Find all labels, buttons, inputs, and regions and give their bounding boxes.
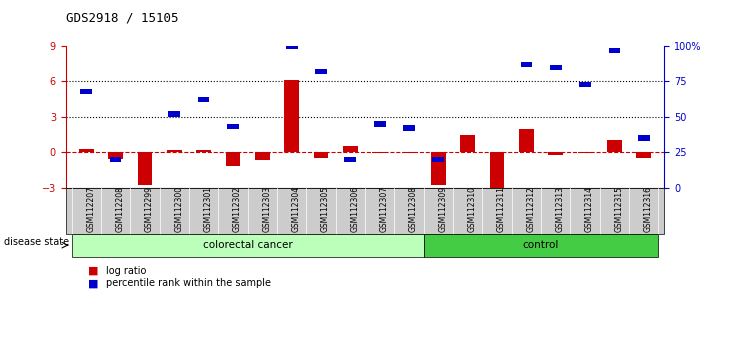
Text: GSM112207: GSM112207 <box>86 186 95 232</box>
Text: GSM112311: GSM112311 <box>497 186 506 232</box>
Text: GSM112305: GSM112305 <box>321 186 330 232</box>
Text: percentile rank within the sample: percentile rank within the sample <box>106 278 271 288</box>
Bar <box>79 149 93 152</box>
Bar <box>198 97 210 103</box>
Text: GSM112307: GSM112307 <box>380 186 388 232</box>
Text: GSM112301: GSM112301 <box>204 186 212 232</box>
Text: GSM112314: GSM112314 <box>585 186 594 232</box>
Bar <box>196 150 211 152</box>
Bar <box>638 135 650 141</box>
Text: GSM112208: GSM112208 <box>115 186 125 232</box>
Bar <box>374 121 385 127</box>
Bar <box>110 156 121 162</box>
Bar <box>345 156 356 162</box>
Text: GSM112300: GSM112300 <box>174 186 183 232</box>
Bar <box>80 88 92 94</box>
Bar <box>609 47 620 53</box>
Bar <box>577 152 593 153</box>
Text: log ratio: log ratio <box>106 266 146 276</box>
Text: GSM112310: GSM112310 <box>468 186 477 232</box>
Text: GSM112299: GSM112299 <box>145 186 154 232</box>
Bar <box>490 152 504 188</box>
Text: disease state: disease state <box>4 236 69 247</box>
Bar <box>520 62 532 67</box>
Bar <box>579 81 591 87</box>
Bar <box>169 111 180 117</box>
Bar <box>548 152 563 155</box>
Text: colorectal cancer: colorectal cancer <box>203 240 293 250</box>
Bar <box>431 152 446 185</box>
Text: GSM112315: GSM112315 <box>615 186 623 232</box>
Bar <box>607 141 622 152</box>
Text: GSM112312: GSM112312 <box>526 186 535 232</box>
Bar <box>226 152 240 166</box>
Bar <box>227 124 239 130</box>
Bar <box>255 152 269 160</box>
Text: GSM112313: GSM112313 <box>556 186 565 232</box>
Text: GSM112302: GSM112302 <box>233 186 242 232</box>
Text: ■: ■ <box>88 278 98 288</box>
Text: GSM112306: GSM112306 <box>350 186 359 232</box>
Text: GSM112303: GSM112303 <box>262 186 272 232</box>
Bar <box>315 69 327 74</box>
Bar <box>137 152 153 185</box>
Bar <box>314 152 328 158</box>
Text: GSM112304: GSM112304 <box>292 186 301 232</box>
Bar <box>167 150 182 152</box>
Bar <box>402 152 416 153</box>
Bar <box>343 146 358 152</box>
Text: GSM112316: GSM112316 <box>644 186 653 232</box>
Text: GDS2918 / 15105: GDS2918 / 15105 <box>66 12 178 25</box>
Bar <box>461 135 475 152</box>
Bar <box>403 126 415 131</box>
Bar <box>550 64 561 70</box>
Bar <box>285 43 298 48</box>
Text: ■: ■ <box>88 266 98 276</box>
Bar <box>108 152 123 159</box>
Bar <box>284 80 299 152</box>
Bar <box>519 129 534 152</box>
Bar <box>432 156 445 162</box>
Text: GSM112308: GSM112308 <box>409 186 418 232</box>
Bar <box>372 152 387 153</box>
Text: control: control <box>523 240 559 250</box>
Text: GSM112309: GSM112309 <box>438 186 447 232</box>
Bar <box>637 152 651 158</box>
